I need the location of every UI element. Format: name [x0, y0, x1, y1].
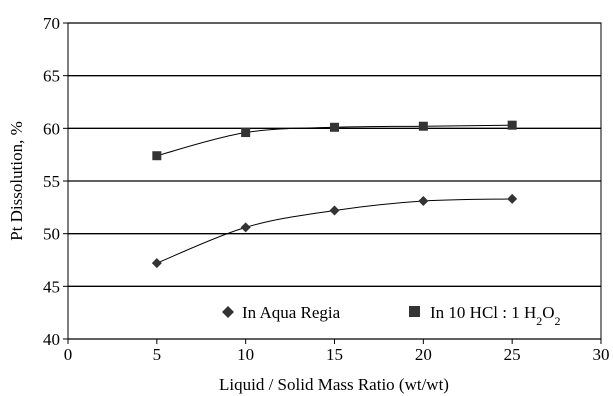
x-tick-label: 20	[415, 345, 432, 364]
y-tick-label: 60	[43, 119, 60, 138]
x-axis-label: Liquid / Solid Mass Ratio (wt/wt)	[219, 375, 449, 394]
legend-label-hcl-h2o2: In 10 HCl : 1 H2O2	[430, 303, 561, 328]
legend-marker-aqua-regia	[222, 306, 234, 318]
x-tick-label: 30	[593, 345, 610, 364]
y-tick-label: 70	[43, 14, 60, 33]
legend-marker-hcl-h2o2	[409, 306, 420, 317]
series-1	[152, 120, 517, 161]
data-point-diamond	[240, 222, 251, 233]
x-axis-ticks: 0 5 10 15 20 25 30	[64, 339, 610, 364]
x-tick-label: 10	[237, 345, 254, 364]
data-point-square	[330, 122, 339, 132]
y-tick-label: 50	[43, 225, 60, 244]
x-tick-label: 5	[153, 345, 162, 364]
legend-label-aqua-regia: In Aqua Regia	[242, 303, 341, 322]
data-point-square	[418, 121, 428, 131]
data-point-square	[507, 120, 517, 130]
gridlines	[68, 22, 601, 340]
y-tick-label: 45	[43, 277, 60, 296]
legend: In Aqua Regia In 10 HCl : 1 H2O2	[222, 303, 561, 328]
y-tick-label: 65	[43, 67, 60, 86]
series-group	[151, 120, 518, 269]
data-point-square	[241, 128, 251, 138]
x-tick-label: 15	[326, 345, 343, 364]
series-0	[151, 193, 518, 269]
data-point-diamond	[329, 205, 340, 216]
y-axis-label: Pt Dissolution, %	[7, 121, 26, 241]
data-point-square	[152, 151, 162, 161]
x-tick-label: 0	[64, 345, 73, 364]
y-axis-ticks: 40 45 50 55 60 65 70	[43, 14, 68, 349]
data-point-diamond	[418, 196, 429, 207]
y-tick-label: 40	[43, 330, 60, 349]
x-tick-label: 25	[504, 345, 521, 364]
data-point-diamond	[151, 258, 162, 269]
data-point-diamond	[507, 193, 518, 204]
y-tick-label: 55	[43, 172, 60, 191]
